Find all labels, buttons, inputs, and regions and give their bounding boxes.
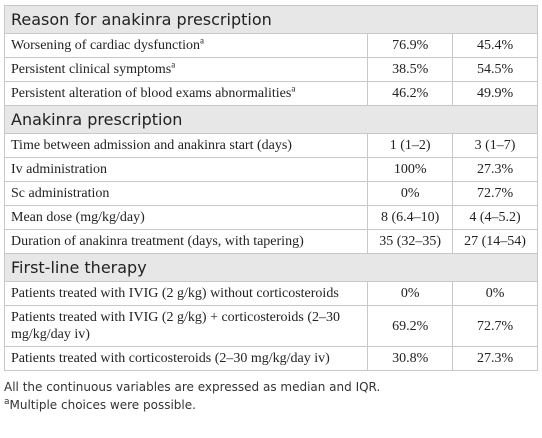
footnote-text: Multiple choices were possible.	[9, 398, 196, 412]
section-title: Reason for anakinra prescription	[4, 5, 538, 34]
label-text: Patients treated with corticosteroids (2…	[11, 351, 330, 366]
cell-value: 54.5%	[452, 57, 538, 82]
cell-value: 0%	[452, 281, 538, 306]
cell-value: 45.4%	[452, 33, 538, 58]
data-row: Patients treated with corticosteroids (2…	[3, 346, 538, 371]
data-row: Sc administration 0% 72.7%	[3, 181, 538, 206]
cell-value: 35 (32–35)	[367, 229, 454, 254]
row-label: Sc administration	[3, 181, 369, 206]
footnote: aMultiple choices were possible.	[4, 396, 538, 414]
data-row: Patients treated with IVIG (2 g/kg) + co…	[3, 305, 538, 347]
section-title: Anakinra prescription	[4, 105, 538, 134]
label-text: Mean dose (mg/kg/day)	[11, 210, 145, 225]
data-row: Mean dose (mg/kg/day) 8 (6.4–10) 4 (4–5.2)	[3, 205, 538, 230]
cell-value: 27.3%	[452, 157, 538, 182]
label-text: Worsening of cardiac dysfunction	[11, 38, 200, 53]
row-label: Patients treated with IVIG (2 g/kg) + co…	[3, 305, 369, 347]
footnotes: All the continuous variables are express…	[4, 378, 538, 414]
row-label: Worsening of cardiac dysfunctiona	[3, 33, 369, 58]
row-label: Persistent clinical symptomsa	[3, 57, 369, 82]
label-text: Time between admission and anakinra star…	[11, 138, 292, 153]
data-row: Duration of anakinra treatment (days, wi…	[3, 229, 538, 254]
footnote-mark: a	[199, 35, 204, 46]
row-label: Duration of anakinra treatment (days, wi…	[3, 229, 369, 254]
cell-value: 8 (6.4–10)	[367, 205, 454, 230]
section-row: Reason for anakinra prescription	[4, 5, 538, 34]
data-row: Patients treated with IVIG (2 g/kg) with…	[3, 281, 538, 306]
footnote-mark: a	[171, 59, 176, 70]
data-row: Iv administration 100% 27.3%	[3, 157, 538, 182]
cell-value: 0%	[367, 181, 454, 206]
label-text: Duration of anakinra treatment (days, wi…	[11, 234, 304, 249]
label-text: Iv administration	[11, 162, 108, 177]
row-label: Time between admission and anakinra star…	[3, 133, 369, 158]
table-container: Reason for anakinra prescription Worsenin…	[3, 5, 538, 414]
row-label: Mean dose (mg/kg/day)	[3, 205, 369, 230]
data-row: Time between admission and anakinra star…	[3, 133, 538, 158]
cell-value: 49.9%	[452, 81, 538, 106]
cell-value: 3 (1–7)	[452, 133, 538, 158]
cell-value: 69.2%	[367, 305, 454, 347]
cell-value: 30.8%	[367, 346, 454, 371]
label-text: Patients treated with IVIG (2 g/kg) + co…	[11, 310, 341, 342]
cell-value: 72.7%	[452, 305, 538, 347]
footnote-text: All the continuous variables are express…	[4, 380, 381, 394]
footnote: All the continuous variables are express…	[4, 378, 538, 396]
label-text: Patients treated with IVIG (2 g/kg) with…	[11, 286, 339, 301]
cell-value: 27 (14–54)	[452, 229, 538, 254]
cell-value: 38.5%	[367, 57, 454, 82]
cell-value: 4 (4–5.2)	[452, 205, 538, 230]
footnote-mark: a	[4, 397, 10, 407]
cell-value: 76.9%	[367, 33, 454, 58]
data-row: Persistent clinical symptomsa 38.5% 54.5%	[3, 57, 538, 82]
table: Reason for anakinra prescription Worsenin…	[3, 5, 538, 371]
cell-value: 46.2%	[367, 81, 454, 106]
cell-value: 1 (1–2)	[367, 133, 454, 158]
section-row: Anakinra prescription	[4, 105, 538, 134]
row-label: Iv administration	[3, 157, 369, 182]
label-text: Persistent alteration of blood exams abn…	[11, 86, 292, 101]
label-text: Sc administration	[11, 186, 110, 201]
cell-value: 100%	[367, 157, 454, 182]
row-label: Patients treated with corticosteroids (2…	[3, 346, 369, 371]
label-text: Persistent clinical symptoms	[11, 62, 172, 77]
data-row: Persistent alteration of blood exams abn…	[3, 81, 538, 106]
section-row: First-line therapy	[4, 253, 538, 282]
row-label: Persistent alteration of blood exams abn…	[3, 81, 369, 106]
footnote-mark: a	[291, 83, 296, 94]
row-label: Patients treated with IVIG (2 g/kg) with…	[3, 281, 369, 306]
cell-value: 0%	[367, 281, 454, 306]
section-title: First-line therapy	[4, 253, 538, 282]
cell-value: 72.7%	[452, 181, 538, 206]
data-row: Worsening of cardiac dysfunctiona 76.9% 45…	[3, 33, 538, 58]
cell-value: 27.3%	[452, 346, 538, 371]
